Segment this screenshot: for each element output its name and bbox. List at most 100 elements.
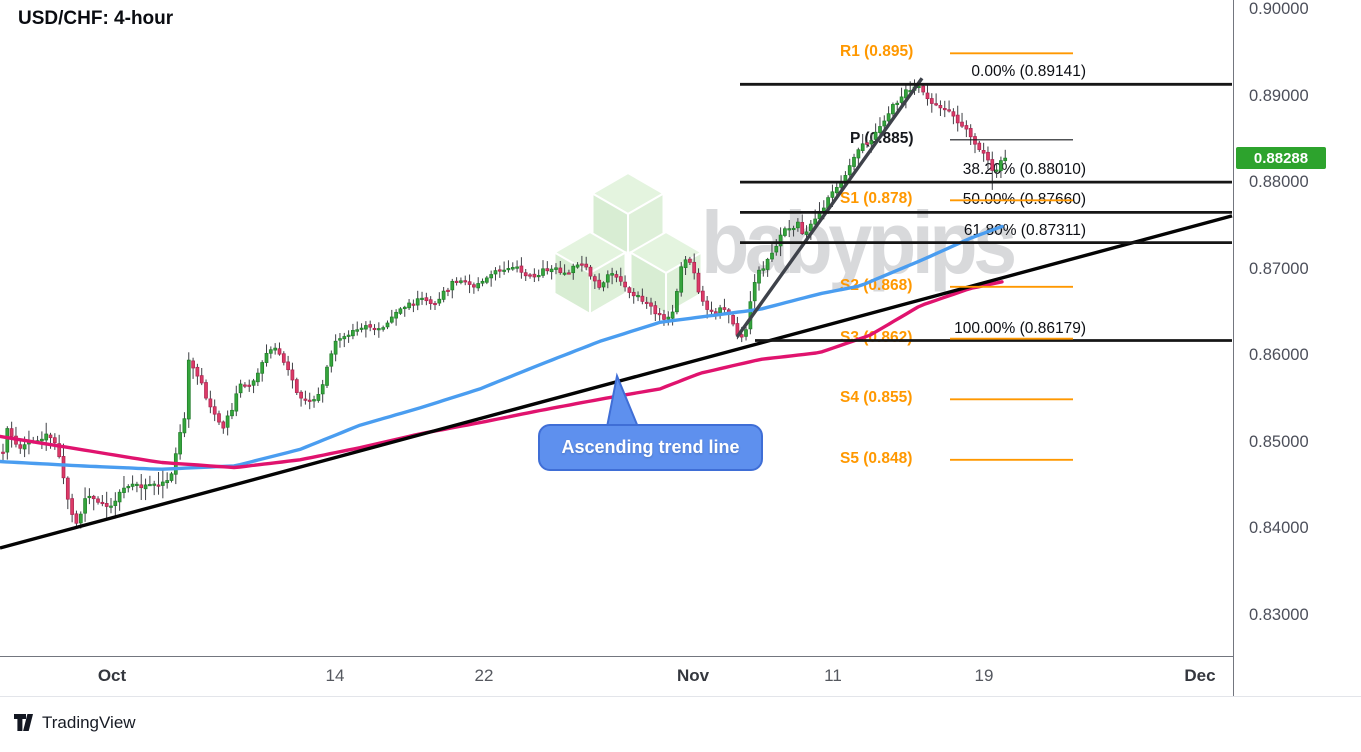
candle[interactable] (869, 140, 874, 145)
candle[interactable] (441, 290, 446, 300)
candle[interactable] (541, 268, 545, 276)
candle[interactable] (489, 274, 494, 279)
candle[interactable] (761, 268, 766, 271)
candle[interactable] (523, 272, 528, 277)
ma-slow-line[interactable] (0, 280, 1004, 470)
candle[interactable] (372, 327, 377, 331)
candle[interactable] (778, 234, 783, 247)
candle[interactable] (886, 113, 891, 122)
candle[interactable] (567, 272, 571, 275)
candle[interactable] (856, 149, 861, 159)
candle[interactable] (679, 266, 684, 293)
candle[interactable] (813, 218, 818, 225)
candle[interactable] (683, 259, 688, 268)
candle[interactable] (757, 269, 761, 284)
candle[interactable] (731, 315, 735, 325)
candle[interactable] (476, 283, 481, 289)
candle[interactable] (968, 128, 973, 138)
candle[interactable] (100, 501, 105, 505)
candle[interactable] (109, 505, 113, 508)
candle[interactable] (264, 353, 269, 363)
candle[interactable] (942, 108, 947, 111)
candle[interactable] (260, 362, 265, 374)
candle[interactable] (549, 268, 554, 273)
candle[interactable] (398, 308, 403, 314)
candle[interactable] (528, 274, 532, 277)
candle[interactable] (217, 413, 221, 423)
candle[interactable] (376, 328, 381, 331)
price-axis[interactable]: 0.88288 0.90000 0.89000 0.88000 0.87000 0.86… (1233, 0, 1361, 696)
candle[interactable] (804, 231, 809, 235)
candle[interactable] (329, 353, 334, 367)
candle[interactable] (338, 338, 342, 341)
candle[interactable] (1003, 157, 1008, 162)
candle[interactable] (156, 484, 161, 487)
candle[interactable] (925, 92, 930, 100)
candle[interactable] (640, 295, 645, 302)
candle[interactable] (592, 276, 597, 282)
candle[interactable] (368, 324, 373, 328)
candle[interactable] (411, 303, 416, 306)
candle[interactable] (934, 103, 938, 106)
candle[interactable] (420, 297, 424, 300)
candle[interactable] (752, 282, 757, 302)
candle[interactable] (130, 483, 135, 487)
candle[interactable] (480, 280, 485, 284)
candle[interactable] (865, 142, 869, 145)
candle[interactable] (800, 222, 805, 234)
candle[interactable] (610, 273, 614, 276)
candle[interactable] (256, 372, 260, 383)
candle[interactable] (61, 456, 66, 479)
candle[interactable] (830, 191, 835, 198)
candle[interactable] (891, 104, 895, 115)
candle[interactable] (281, 353, 286, 363)
candle[interactable] (277, 348, 282, 355)
candle[interactable] (450, 280, 455, 291)
candle[interactable] (273, 347, 278, 351)
candle[interactable] (623, 281, 627, 288)
candle[interactable] (446, 289, 450, 292)
candle[interactable] (636, 295, 640, 298)
candle[interactable] (96, 498, 100, 503)
candle[interactable] (951, 111, 956, 117)
candle[interactable] (662, 314, 666, 320)
candle[interactable] (519, 265, 524, 273)
candle[interactable] (938, 105, 943, 109)
candle[interactable] (333, 340, 338, 355)
candle[interactable] (65, 477, 70, 500)
candle[interactable] (221, 421, 226, 429)
candle[interactable] (117, 491, 122, 503)
candle[interactable] (834, 187, 839, 194)
candle[interactable] (510, 267, 515, 270)
candle[interactable] (696, 272, 701, 293)
candle[interactable] (929, 98, 934, 104)
candle[interactable] (484, 277, 489, 283)
candle[interactable] (1, 451, 5, 454)
candle[interactable] (290, 369, 295, 381)
candle[interactable] (294, 379, 299, 393)
candle[interactable] (899, 96, 904, 103)
candle[interactable] (199, 375, 204, 384)
candle[interactable] (208, 398, 213, 408)
candle[interactable] (87, 495, 92, 499)
candle[interactable] (381, 327, 386, 330)
candle[interactable] (230, 409, 234, 417)
candle[interactable] (113, 500, 118, 506)
candle[interactable] (657, 313, 662, 316)
candle[interactable] (364, 325, 368, 330)
candle[interactable] (243, 384, 247, 387)
candle[interactable] (91, 495, 96, 500)
candle[interactable] (493, 270, 498, 275)
candle[interactable] (666, 316, 671, 320)
candle[interactable] (709, 309, 714, 312)
candle[interactable] (165, 480, 170, 484)
candle[interactable] (359, 327, 364, 330)
candle[interactable] (148, 484, 152, 487)
candle[interactable] (847, 165, 852, 176)
candle[interactable] (575, 264, 580, 268)
candle[interactable] (588, 266, 593, 277)
candle[interactable] (247, 384, 252, 387)
candle[interactable] (981, 150, 986, 154)
candle[interactable] (860, 143, 865, 151)
candle[interactable] (705, 300, 710, 310)
